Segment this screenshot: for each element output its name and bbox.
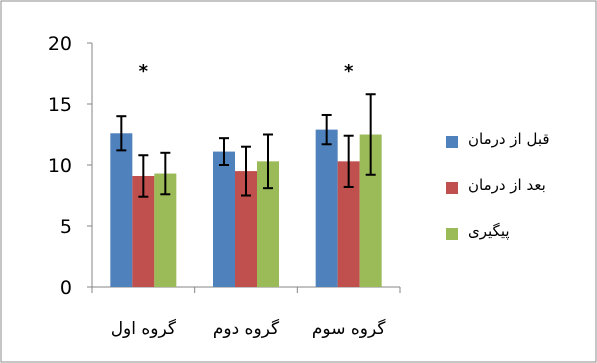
x-tick-label-2: گروه سوم <box>312 318 386 339</box>
bar-0-0 <box>110 133 133 287</box>
bar-2-1 <box>257 161 279 287</box>
bar-0-2 <box>315 129 338 287</box>
legend-item-before-treatment: قبل از درمان <box>446 128 586 174</box>
legend-label-before-treatment: قبل از درمان <box>468 130 550 148</box>
significance-marker-2: * <box>344 61 354 82</box>
significance-marker-0: * <box>139 61 149 82</box>
bar-1-0 <box>132 175 155 287</box>
plot-area: 0 5 10 15 20 گروه اول * گروه دوم گروه سوم * <box>48 33 401 339</box>
legend-label-follow-up: پیگیری <box>468 222 510 240</box>
y-tick-label-15: 15 <box>48 94 72 116</box>
bar-1-1 <box>235 171 257 287</box>
legend-swatch-follow-up <box>446 228 458 240</box>
y-tick-label-0: 0 <box>60 277 72 299</box>
legend-item-after-treatment: بعد از درمان <box>446 174 586 220</box>
legend-swatch-after-treatment <box>446 182 458 194</box>
legend-swatch-before-treatment <box>446 136 458 148</box>
bar-0-1 <box>213 151 235 287</box>
bar-2-2 <box>359 134 382 287</box>
x-tick-label-0: گروه اول <box>111 318 177 339</box>
y-tick-label-10: 10 <box>48 155 72 177</box>
bar-1-2 <box>337 161 360 287</box>
bar-2-0 <box>154 173 177 287</box>
y-tick-label-20: 20 <box>48 33 72 55</box>
legend-item-follow-up: پیگیری <box>446 220 586 266</box>
legend-label-after-treatment: بعد از درمان <box>468 176 546 194</box>
x-tick-label-1: گروه دوم <box>213 318 280 339</box>
legend: قبل از درمان بعد از درمان پیگیری <box>446 128 586 266</box>
y-tick-label-5: 5 <box>60 216 72 238</box>
